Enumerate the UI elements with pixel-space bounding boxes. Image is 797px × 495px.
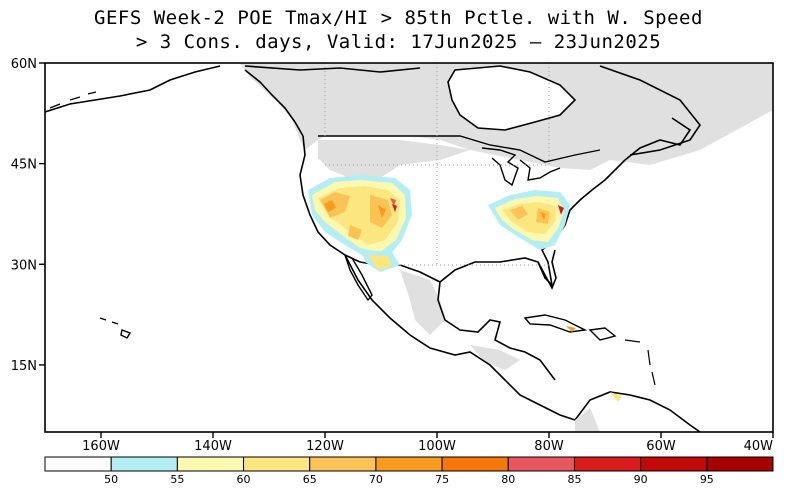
- northern-coast: [244, 65, 701, 156]
- south-america-coast: [574, 391, 701, 432]
- florida-peninsula: [537, 249, 557, 290]
- lon-tick-label: 100W: [418, 439, 456, 454]
- lat-tick-label: 30N: [11, 258, 37, 273]
- usa-coastline: [299, 135, 626, 288]
- colorbar-segment: [507, 456, 575, 472]
- colorbar-label: 70: [369, 473, 383, 486]
- colorbar-label: 85: [567, 473, 581, 486]
- lon-tick-label: 120W: [306, 439, 344, 454]
- colorbar-segment: [375, 456, 443, 472]
- canada-east-coast: [624, 117, 692, 161]
- west-heat-cluster: [308, 175, 412, 272]
- lesser-antilles: [624, 339, 656, 386]
- colorbar-segment: [176, 456, 245, 472]
- lat-tick-label: 60N: [11, 57, 37, 72]
- colorbar-segment: [243, 456, 311, 472]
- colorbar-segment: [640, 456, 708, 472]
- cuba-island: [523, 314, 588, 333]
- colorbar-label: 60: [237, 473, 251, 486]
- lon-tick-label: 140W: [194, 439, 232, 454]
- map-plot-area: [45, 63, 773, 432]
- longitude-axis: 160W 140W 120W 100W 80W 60W 40W: [82, 432, 774, 454]
- baja-california: [344, 254, 373, 302]
- map-title-line-2: > 3 Cons. days, Valid: 17Jun2025 – 23Jun…: [135, 31, 662, 53]
- colorbar-segment: [441, 456, 509, 472]
- colorbar-segment: [44, 456, 112, 472]
- colorbar-label: 90: [634, 473, 648, 486]
- colorbar-segment: [110, 456, 178, 472]
- western-us-grey-area: [318, 140, 470, 180]
- great-lakes: [481, 147, 561, 187]
- colorbar-segment: [309, 456, 377, 472]
- mexico-coastline: [344, 254, 576, 421]
- lon-tick-label: 40W: [744, 439, 774, 454]
- alaska-coastline: [45, 65, 304, 137]
- colorbar-segment: [706, 456, 774, 472]
- colorbar-label: 80: [501, 473, 515, 486]
- colorbar-label: 55: [170, 473, 184, 486]
- latitude-axis: 60N 45N 30N 15N: [11, 57, 45, 374]
- mexico-grey-area: [400, 270, 445, 335]
- lon-tick-label: 160W: [82, 439, 120, 454]
- us-canada-border: [318, 135, 601, 163]
- lat-tick-label: 45N: [11, 158, 37, 173]
- map-gridlines: [324, 63, 550, 266]
- hawaii-islands: [99, 317, 132, 339]
- colorbar-label: 75: [435, 473, 449, 486]
- map-title-line-1: GEFS Week-2 POE Tmax/HI > 85th Pctle. wi…: [94, 7, 703, 29]
- aleutian-islands: [49, 91, 97, 109]
- colorbar-label: 95: [700, 473, 714, 486]
- lon-tick-label: 80W: [534, 439, 564, 454]
- lon-tick-label: 60W: [646, 439, 676, 454]
- colorbar-label: 65: [303, 473, 317, 486]
- lat-tick-label: 15N: [11, 359, 37, 374]
- east-heat-cluster: [488, 190, 622, 402]
- colorbar-segment: [573, 456, 642, 472]
- central-america-grey-area: [470, 345, 520, 370]
- colorbar-label: 50: [104, 473, 118, 486]
- hispaniola-island: [588, 327, 617, 341]
- hudson-bay: [447, 65, 577, 131]
- map-frame: [44, 62, 774, 433]
- south-america-grey-area: [575, 408, 600, 432]
- colorbar-legend: 50 55 60 65 70 75 80 85 90 95: [44, 456, 774, 486]
